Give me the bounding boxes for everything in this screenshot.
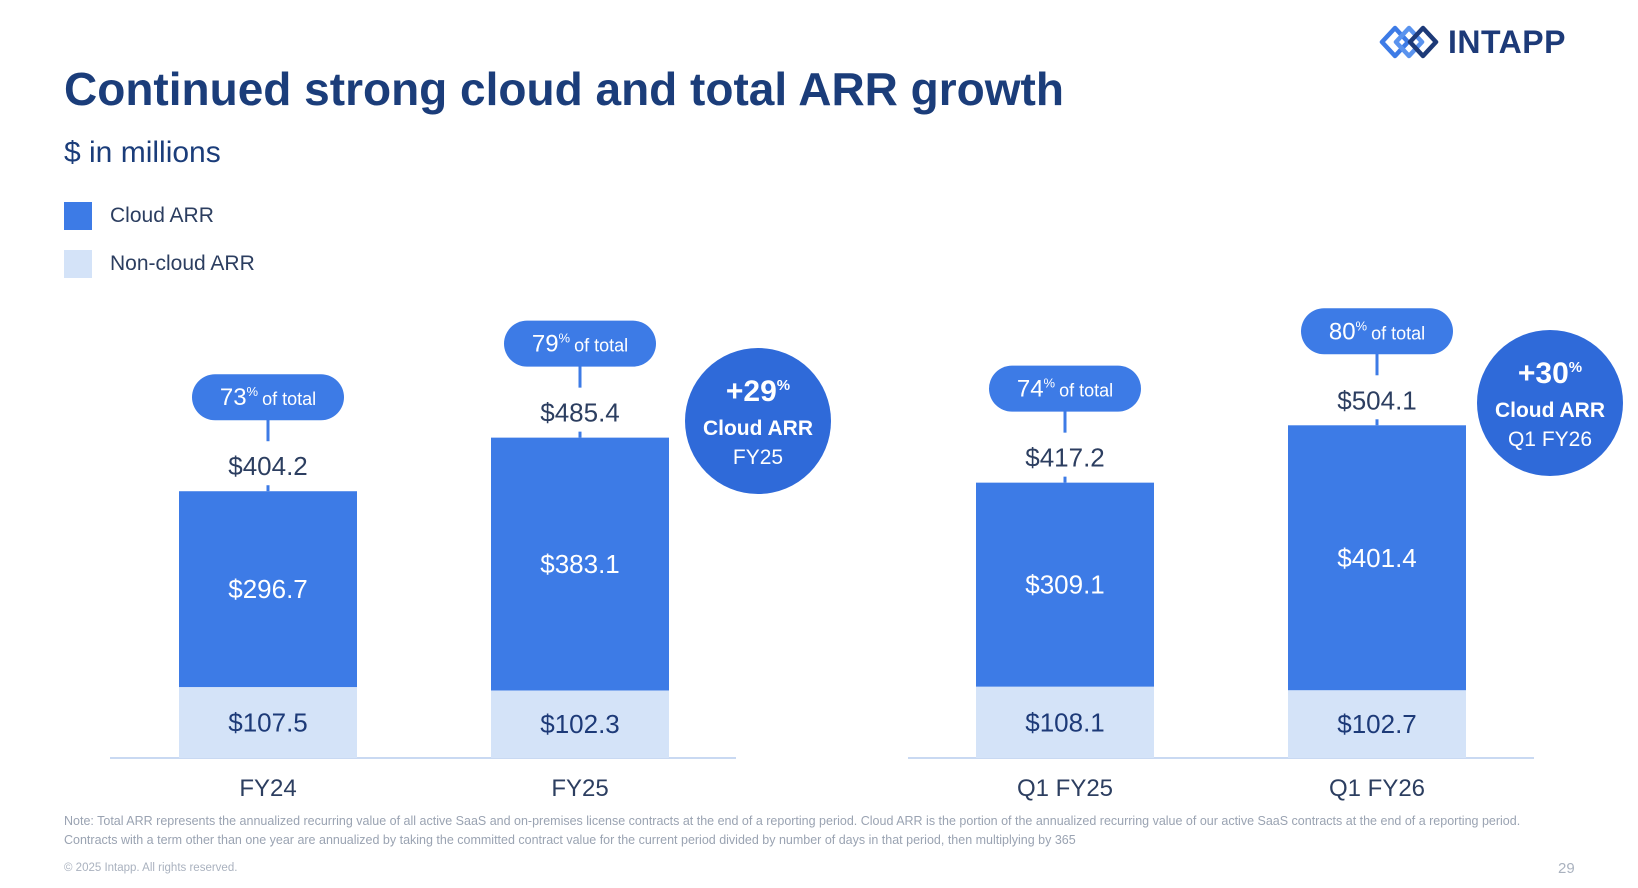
label-cloud-1: $296.7	[228, 574, 308, 604]
legend-item-noncloud: Non-cloud ARR	[64, 250, 255, 278]
label-noncloud-2: $102.3	[540, 709, 620, 739]
logo-text: INTAPP	[1448, 23, 1566, 60]
xtick-label-3: Q1 FY25	[1017, 775, 1113, 802]
footnote: Note: Total ARR represents the annualize…	[64, 814, 1521, 847]
growth-callout-pct-1: +29%	[726, 375, 790, 408]
legend-item-cloud: Cloud ARR	[64, 202, 255, 230]
label-total-1: $404.2	[228, 451, 308, 481]
growth-callout-circle-1	[685, 348, 831, 494]
bar-cloud-3	[976, 482, 1154, 687]
arr-stacked-bar-chart: $107.5 $296.7 $404.2 73% of total FY24 $102.3 $…	[110, 308, 1623, 802]
growth-callout-line1-2: Cloud ARR	[1495, 399, 1605, 422]
intapp-logo-icon	[1379, 25, 1439, 59]
share-pill-3	[989, 365, 1141, 412]
share-label-4: 80% of total	[1329, 318, 1425, 345]
label-cloud-2: $383.1	[540, 549, 620, 579]
page-number: 29	[1558, 860, 1575, 877]
bar-noncloud-1	[179, 687, 357, 758]
bar-cloud-2	[491, 437, 669, 691]
growth-callout-pct-2: +30%	[1518, 357, 1582, 390]
legend-swatch-noncloud	[64, 250, 92, 278]
share-label-3: 74% of total	[1017, 376, 1113, 403]
bar-cloud-4	[1288, 425, 1466, 691]
growth-callout-line2-2: Q1 FY26	[1508, 428, 1592, 451]
label-total-4: $504.1	[1337, 385, 1417, 415]
xtick-label-1: FY24	[239, 775, 296, 802]
legend-swatch-cloud	[64, 202, 92, 230]
label-noncloud-1: $107.5	[228, 708, 308, 738]
bar-noncloud-3	[976, 686, 1154, 758]
label-cloud-4: $401.4	[1337, 543, 1417, 573]
chart-legend: Cloud ARR Non-cloud ARR	[64, 202, 255, 298]
bar-cloud-1	[179, 491, 357, 688]
label-total-2: $485.4	[540, 398, 620, 428]
share-pill-1	[192, 374, 344, 421]
growth-callout-line1-1: Cloud ARR	[703, 417, 813, 440]
share-label-2: 79% of total	[532, 331, 628, 358]
page-title: Continued strong cloud and total ARR gro…	[64, 63, 1064, 115]
share-label-1: 73% of total	[220, 384, 316, 411]
share-pill-2	[504, 320, 656, 367]
label-noncloud-4: $102.7	[1337, 709, 1417, 739]
bar-noncloud-4	[1288, 690, 1466, 758]
intapp-logo: INTAPP	[1378, 22, 1566, 62]
xtick-label-2: FY25	[551, 775, 608, 802]
label-total-3: $417.2	[1025, 443, 1105, 473]
share-pill-4	[1301, 308, 1453, 355]
label-cloud-3: $309.1	[1025, 570, 1105, 600]
legend-label-cloud: Cloud ARR	[110, 204, 214, 227]
legend-label-noncloud: Non-cloud ARR	[110, 252, 255, 275]
growth-callout-line2-1: FY25	[733, 446, 783, 469]
label-noncloud-3: $108.1	[1025, 707, 1105, 737]
growth-callout-circle-2	[1477, 330, 1623, 476]
xtick-label-4: Q1 FY26	[1329, 775, 1425, 802]
page-subtitle: $ in millions	[64, 136, 221, 169]
copyright: © 2025 Intapp. All rights reserved.	[64, 862, 238, 874]
bar-noncloud-2	[491, 690, 669, 758]
